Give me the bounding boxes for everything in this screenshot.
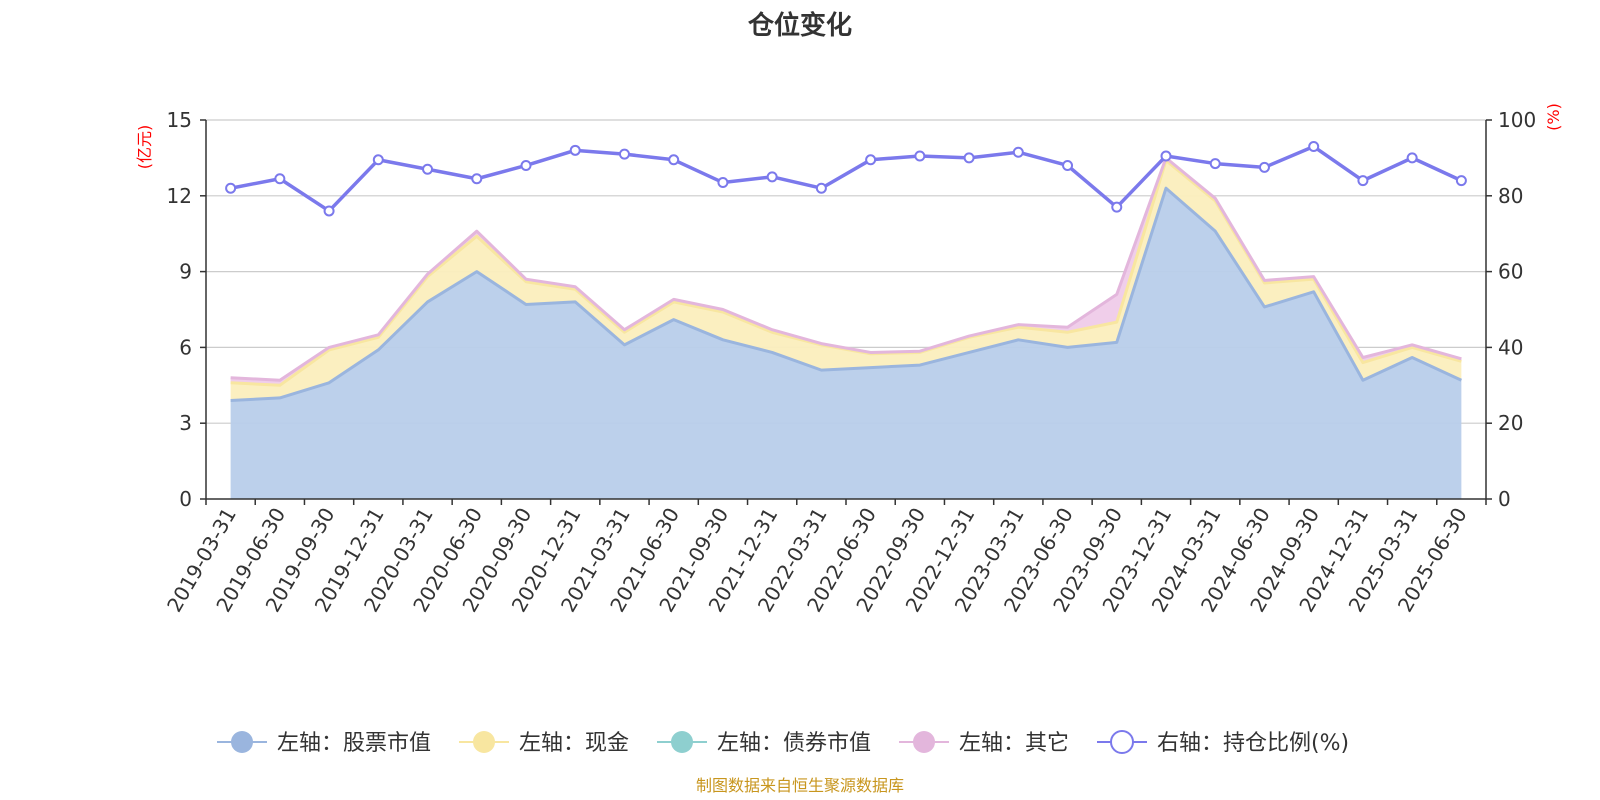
left-axis-ticks: 0 3 6 9 12 15 <box>167 108 206 511</box>
ratio-point-2 <box>323 205 335 217</box>
right-axis-ticks: 0 20 40 60 80 100 <box>1486 108 1536 511</box>
ratio-point-15 <box>963 152 975 164</box>
ratio-point-9 <box>668 154 680 166</box>
left-tick-label-1: 3 <box>179 411 192 435</box>
right-tick-label-4: 80 <box>1498 184 1523 208</box>
ratio-line <box>230 144 1463 213</box>
legend-label-0: 左轴：股票市值 <box>277 731 431 756</box>
series-line-0 <box>230 186 1463 402</box>
right-tick-label-5: 100 <box>1498 108 1536 132</box>
ratio-point-3 <box>372 154 384 166</box>
ratio-point-12 <box>815 182 827 194</box>
ratio-point-16 <box>1012 146 1024 158</box>
ratio-points <box>225 141 1467 217</box>
legend-item-0: 左轴：股票市值 <box>217 731 431 756</box>
ratio-point-14 <box>914 150 926 162</box>
ratio-point-11 <box>766 171 778 183</box>
legend-item-2: 左轴：债券市值 <box>657 731 871 756</box>
chart-title: 仓位变化 <box>747 10 852 41</box>
left-tick-label-0: 0 <box>179 487 192 511</box>
ratio-point-24 <box>1406 152 1418 164</box>
ratio-point-21 <box>1258 161 1270 173</box>
legend-label-3: 左轴：其它 <box>959 731 1069 756</box>
ratio-point-10 <box>717 177 729 189</box>
x-axis-ticks: 2019-03-312019-06-302019-09-302019-12-31… <box>162 499 1487 616</box>
legend-label-4: 右轴：持仓比例(%) <box>1157 731 1349 756</box>
area-1 <box>230 160 1462 401</box>
ratio-point-19 <box>1160 150 1172 162</box>
source-note: 制图数据来自恒生聚源数据库 <box>696 776 904 795</box>
legend-marker-4 <box>1110 730 1134 754</box>
right-tick-label-2: 40 <box>1498 335 1523 359</box>
ratio-point-4 <box>422 163 434 175</box>
ratio-point-22 <box>1308 141 1320 153</box>
right-tick-label-3: 60 <box>1498 260 1523 284</box>
legend-item-3: 左轴：其它 <box>899 731 1069 756</box>
ratio-point-13 <box>865 154 877 166</box>
legend-item-1: 左轴：现金 <box>459 731 629 756</box>
left-tick-label-2: 6 <box>179 335 192 359</box>
right-axis-unit: (%) <box>1544 103 1563 131</box>
legend: 左轴：股票市值 左轴：现金 左轴：债券市值 左轴：其它 右轴：持仓比例(%) <box>217 730 1349 756</box>
ratio-point-1 <box>274 173 286 185</box>
ratio-point-0 <box>225 182 237 194</box>
left-tick-label-4: 12 <box>167 184 192 208</box>
legend-marker-0 <box>231 731 253 753</box>
ratio-point-25 <box>1455 175 1467 187</box>
area-layers <box>230 157 1462 499</box>
ratio-point-17 <box>1062 159 1074 171</box>
legend-marker-3 <box>913 731 935 753</box>
legend-marker-1 <box>473 731 495 753</box>
ratio-point-5 <box>471 173 483 185</box>
legend-item-4: 右轴：持仓比例(%) <box>1097 730 1349 756</box>
right-tick-label-0: 0 <box>1498 487 1511 511</box>
ratio-point-6 <box>520 159 532 171</box>
ratio-point-8 <box>618 148 630 160</box>
series-lines <box>230 144 1463 402</box>
series-line-3 <box>230 156 1462 382</box>
legend-marker-2 <box>671 731 693 753</box>
ratio-point-20 <box>1209 158 1221 170</box>
area-0 <box>230 188 1462 499</box>
legend-label-1: 左轴：现金 <box>519 731 629 756</box>
left-tick-label-3: 9 <box>179 260 192 284</box>
right-tick-label-1: 20 <box>1498 411 1523 435</box>
ratio-point-23 <box>1357 175 1369 187</box>
left-axis-unit: (亿元) <box>135 125 154 170</box>
ratio-point-7 <box>569 144 581 156</box>
legend-label-2: 左轴：债券市值 <box>717 731 871 756</box>
left-tick-label-5: 15 <box>167 108 192 132</box>
ratio-point-18 <box>1111 201 1123 213</box>
